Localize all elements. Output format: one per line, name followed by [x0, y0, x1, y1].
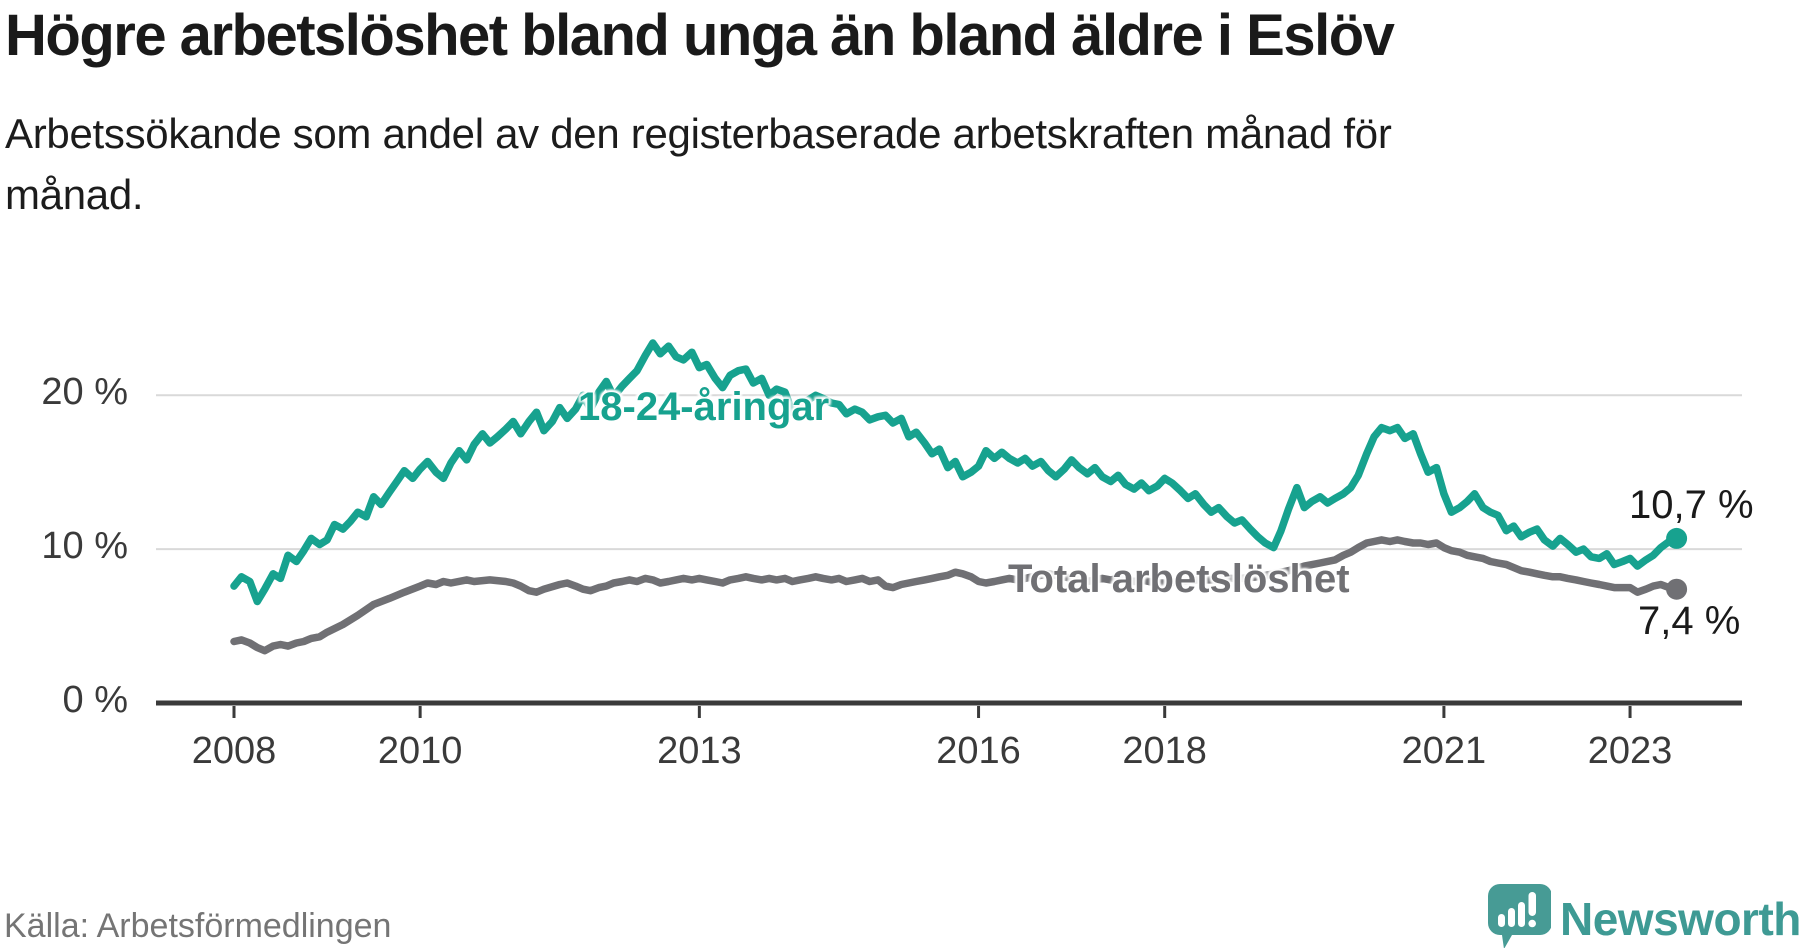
bar-3 [1518, 902, 1525, 927]
end-value-label-total: 7,4 % [1638, 599, 1741, 643]
end-value-label-youth: 10,7 % [1629, 483, 1754, 527]
x-tick-label: 2023 [1587, 730, 1673, 772]
end-dot-youth [1666, 527, 1688, 549]
page-title: Högre arbetslöshet bland unga än bland ä… [5, 3, 1395, 68]
exclamation-dot [1528, 919, 1536, 928]
series-label-total: Total arbetslöshet [1008, 557, 1350, 601]
x-tick-label: 2016 [936, 730, 1021, 772]
y-tick-label: 20 % [41, 371, 128, 414]
end-dot-total [1666, 578, 1688, 600]
y-tick-label: 10 % [41, 525, 128, 568]
bar-chart-speech-bubble-icon [1488, 884, 1551, 948]
source-note: Källa: Arbetsförmedlingen [4, 907, 392, 945]
x-tick-label: 2008 [191, 730, 277, 772]
exclamation-bar [1528, 892, 1536, 916]
x-tick-label: 2021 [1401, 730, 1487, 772]
y-tick-label: 0 % [62, 679, 128, 721]
series-line-youth [230, 339, 1681, 606]
series-label-youth: 18-24-åringar [578, 385, 830, 429]
bar-2 [1508, 908, 1515, 927]
x-tick-label: 2018 [1122, 730, 1207, 772]
series-line-total [230, 536, 1681, 655]
x-tick-label: 2010 [377, 730, 463, 772]
bar-1 [1498, 914, 1505, 927]
newsworthy-logo: Newsworthy [1487, 884, 1800, 948]
chart-subtitle: Arbetssökande som andel av den registerb… [5, 110, 1392, 218]
newsworthy-wordmark: Newsworthy [1560, 893, 1800, 945]
x-tick-label: 2013 [657, 730, 742, 772]
